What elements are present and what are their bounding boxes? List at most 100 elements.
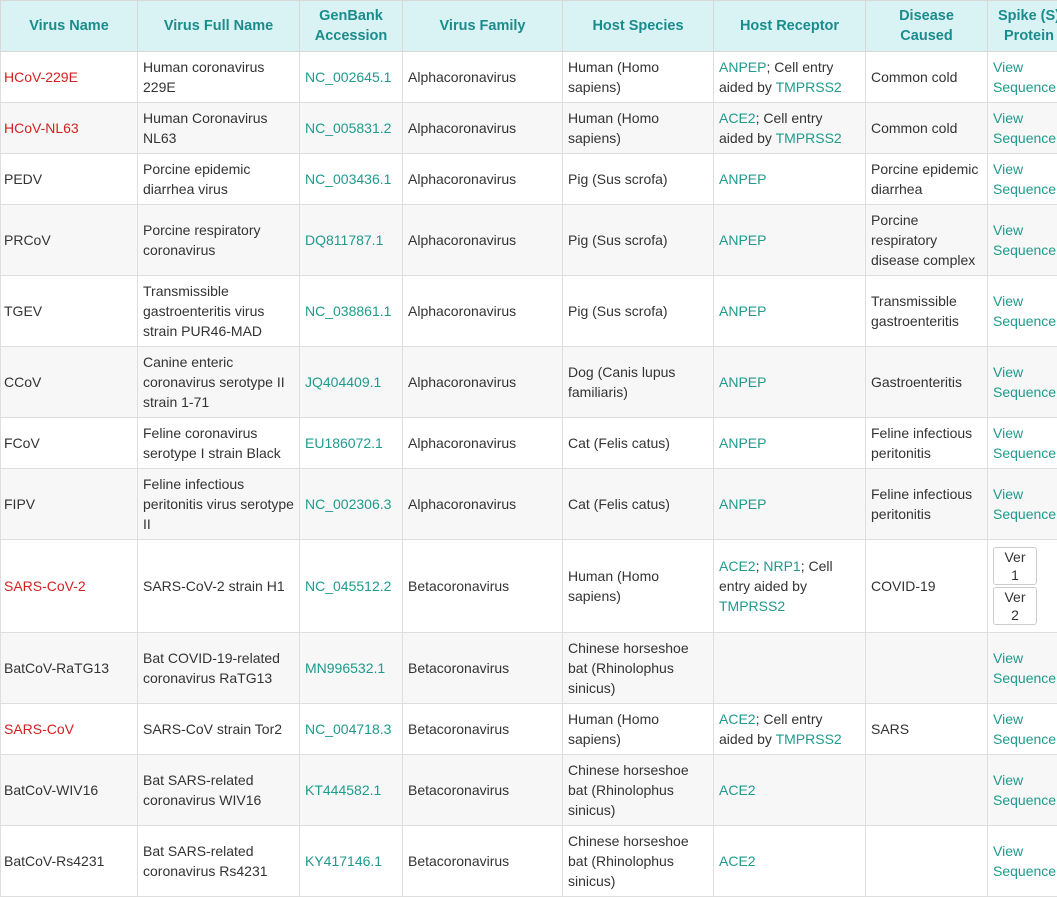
genbank-link[interactable]: MN996532.1 <box>305 660 385 676</box>
genbank-link[interactable]: JQ404409.1 <box>305 374 381 390</box>
genbank-link[interactable]: NC_045512.2 <box>305 578 391 594</box>
genbank-cell: DQ811787.1 <box>300 205 403 276</box>
disease-caused <box>866 826 988 897</box>
genbank-cell: NC_005831.2 <box>300 103 403 154</box>
version-button[interactable]: Ver 2 <box>993 587 1037 625</box>
disease-caused: Transmissible gastroenteritis <box>866 276 988 347</box>
virus-name: PRCoV <box>1 205 138 276</box>
column-header: Virus Name <box>1 1 138 52</box>
virus-name: FCoV <box>1 418 138 469</box>
virus-name: PEDV <box>1 154 138 205</box>
sequence-link[interactable]: View Sequence <box>993 293 1056 329</box>
genbank-cell: NC_004718.3 <box>300 704 403 755</box>
sequence-link[interactable]: View Sequence <box>993 650 1056 686</box>
receptor-link[interactable]: ACE2 <box>719 558 756 574</box>
virus-name: BatCoV-WIV16 <box>1 755 138 826</box>
receptor-link[interactable]: NRP1 <box>763 558 800 574</box>
receptor-link[interactable]: TMPRSS2 <box>719 598 785 614</box>
virus-full-name: Bat SARS-related coronavirus WIV16 <box>138 755 300 826</box>
sequence-link[interactable]: View Sequence <box>993 222 1056 258</box>
sequence-link[interactable]: View Sequence <box>993 843 1056 879</box>
genbank-link[interactable]: KY417146.1 <box>305 853 382 869</box>
virus-full-name: Feline infectious peritonitis virus sero… <box>138 469 300 540</box>
receptor-link[interactable]: ANPEP <box>719 496 766 512</box>
spike-cell: View Sequence <box>988 205 1057 276</box>
disease-caused: SARS <box>866 704 988 755</box>
version-button[interactable]: Ver 1 <box>993 547 1037 585</box>
virus-family: Betacoronavirus <box>403 755 563 826</box>
host-receptor: ACE2; Cell entry aided by TMPRSS2 <box>714 103 866 154</box>
genbank-link[interactable]: NC_004718.3 <box>305 721 391 737</box>
receptor-link[interactable]: ANPEP <box>719 171 766 187</box>
genbank-link[interactable]: NC_038861.1 <box>305 303 391 319</box>
host-species: Chinese horseshoe bat (Rhinolophus sinic… <box>563 755 714 826</box>
virus-full-name: Canine enteric coronavirus serotype II s… <box>138 347 300 418</box>
sequence-link[interactable]: View Sequence <box>993 772 1056 808</box>
spike-cell: View Sequence <box>988 276 1057 347</box>
virus-name: CCoV <box>1 347 138 418</box>
virus-family: Betacoronavirus <box>403 540 563 633</box>
sequence-link[interactable]: View Sequence <box>993 161 1056 197</box>
genbank-cell: NC_003436.1 <box>300 154 403 205</box>
genbank-cell: JQ404409.1 <box>300 347 403 418</box>
spike-cell: View Sequence <box>988 633 1057 704</box>
virus-full-name: SARS-CoV-2 strain H1 <box>138 540 300 633</box>
sequence-link[interactable]: View Sequence <box>993 110 1056 146</box>
genbank-link[interactable]: DQ811787.1 <box>305 232 383 248</box>
receptor-link[interactable]: ACE2 <box>719 853 756 869</box>
receptor-link[interactable]: ANPEP <box>719 59 766 75</box>
receptor-link[interactable]: ANPEP <box>719 435 766 451</box>
genbank-link[interactable]: EU186072.1 <box>305 435 383 451</box>
host-receptor: ANPEP <box>714 347 866 418</box>
genbank-link[interactable]: NC_003436.1 <box>305 171 391 187</box>
receptor-link[interactable]: ANPEP <box>719 374 766 390</box>
host-species: Human (Homo sapiens) <box>563 540 714 633</box>
genbank-cell: MN996532.1 <box>300 633 403 704</box>
receptor-link[interactable]: ACE2 <box>719 782 756 798</box>
receptor-link[interactable]: TMPRSS2 <box>776 130 842 146</box>
genbank-link[interactable]: NC_002306.3 <box>305 496 391 512</box>
host-receptor: ANPEP <box>714 469 866 540</box>
genbank-link[interactable]: NC_005831.2 <box>305 120 391 136</box>
sequence-link[interactable]: View Sequence <box>993 425 1056 461</box>
disease-caused: COVID-19 <box>866 540 988 633</box>
virus-name: TGEV <box>1 276 138 347</box>
virus-family: Alphacoronavirus <box>403 347 563 418</box>
spike-cell: View Sequence <box>988 154 1057 205</box>
sequence-link[interactable]: View Sequence <box>993 59 1056 95</box>
genbank-link[interactable]: NC_002645.1 <box>305 69 391 85</box>
genbank-cell: NC_038861.1 <box>300 276 403 347</box>
disease-caused: Common cold <box>866 52 988 103</box>
column-header: Spike (S) Protein <box>988 1 1057 52</box>
virus-family: Alphacoronavirus <box>403 276 563 347</box>
spike-cell: View Sequence <box>988 347 1057 418</box>
receptor-link[interactable]: ANPEP <box>719 232 766 248</box>
receptor-link[interactable]: TMPRSS2 <box>776 731 842 747</box>
receptor-link[interactable]: TMPRSS2 <box>776 79 842 95</box>
receptor-link[interactable]: ACE2 <box>719 110 756 126</box>
host-receptor: ANPEP; Cell entry aided by TMPRSS2 <box>714 52 866 103</box>
receptor-link[interactable]: ANPEP <box>719 303 766 319</box>
virus-full-name: Porcine epidemic diarrhea virus <box>138 154 300 205</box>
host-species: Pig (Sus scrofa) <box>563 154 714 205</box>
sequence-link[interactable]: View Sequence <box>993 711 1056 747</box>
sequence-link[interactable]: View Sequence <box>993 486 1056 522</box>
spike-cell: View Sequence <box>988 103 1057 154</box>
column-header: Virus Family <box>403 1 563 52</box>
disease-caused: Feline infectious peritonitis <box>866 418 988 469</box>
sequence-link[interactable]: View Sequence <box>993 364 1056 400</box>
virus-full-name: SARS-CoV strain Tor2 <box>138 704 300 755</box>
genbank-link[interactable]: KT444582.1 <box>305 782 381 798</box>
host-species: Chinese horseshoe bat (Rhinolophus sinic… <box>563 633 714 704</box>
virus-name: BatCoV-RaTG13 <box>1 633 138 704</box>
column-header: Disease Caused <box>866 1 988 52</box>
receptor-link[interactable]: ACE2 <box>719 711 756 727</box>
